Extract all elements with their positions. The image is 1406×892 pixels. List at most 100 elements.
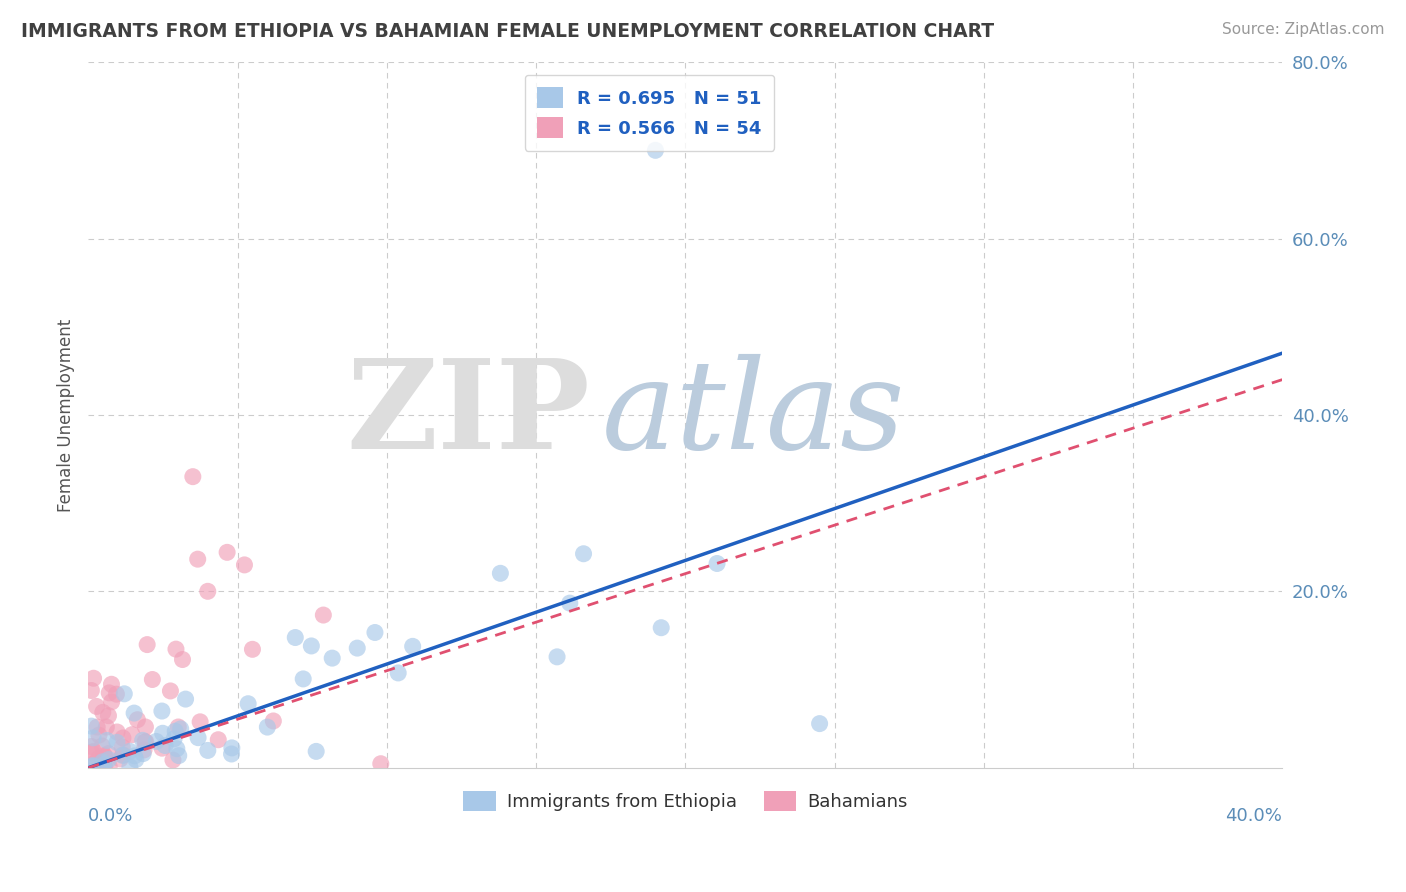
Point: [111, 748, 134, 763]
Text: atlas: atlas: [602, 354, 905, 475]
Point: [370, 756, 392, 771]
Point: [86, 699, 108, 714]
Point: [118, 760, 141, 774]
Point: [105, 687, 128, 701]
Point: [100, 695, 122, 709]
Point: [163, 731, 186, 746]
Point: [187, 552, 209, 566]
Point: [131, 733, 153, 747]
Point: [111, 739, 134, 754]
Point: [82, 759, 104, 773]
Point: [162, 753, 184, 767]
Point: [91, 739, 114, 753]
Point: [305, 744, 328, 758]
Point: [98, 686, 121, 700]
Point: [284, 631, 307, 645]
Point: [650, 621, 672, 635]
Point: [83, 744, 105, 758]
Point: [197, 584, 219, 599]
Point: [558, 596, 581, 610]
Point: [167, 720, 190, 734]
Point: [125, 753, 148, 767]
Point: [87, 752, 110, 766]
Point: [546, 649, 568, 664]
Point: [110, 752, 132, 766]
Point: [136, 638, 159, 652]
Point: [118, 744, 141, 758]
Point: [112, 687, 135, 701]
Point: [166, 741, 188, 756]
Point: [321, 651, 343, 665]
Point: [256, 720, 278, 734]
Point: [91, 755, 114, 769]
Point: [165, 724, 187, 739]
Point: [172, 652, 194, 666]
Point: [80, 746, 103, 760]
Point: [145, 734, 167, 748]
Point: [87, 728, 110, 742]
Point: [197, 743, 219, 757]
Point: [97, 753, 120, 767]
Point: [132, 747, 155, 761]
Point: [402, 640, 425, 654]
Point: [299, 639, 322, 653]
Point: [644, 144, 666, 158]
Point: [124, 748, 146, 763]
Point: [188, 714, 211, 729]
Point: [96, 720, 118, 734]
Point: [97, 708, 120, 723]
Point: [122, 706, 145, 720]
Point: [808, 716, 831, 731]
Point: [93, 757, 115, 772]
Point: [572, 547, 595, 561]
Point: [181, 469, 204, 483]
Point: [127, 713, 149, 727]
Point: [387, 665, 409, 680]
Point: [93, 749, 115, 764]
Point: [233, 558, 256, 572]
Point: [167, 748, 190, 763]
Point: [100, 677, 122, 691]
Point: [135, 735, 157, 749]
Point: [187, 731, 209, 745]
Point: [132, 743, 155, 757]
Point: [83, 671, 105, 685]
Point: [82, 758, 104, 772]
Text: ZIP: ZIP: [346, 354, 589, 475]
Point: [80, 683, 103, 698]
Y-axis label: Female Unemployment: Female Unemployment: [58, 318, 75, 511]
Text: 40.0%: 40.0%: [1226, 806, 1282, 824]
Point: [91, 706, 114, 720]
Point: [170, 722, 193, 736]
Point: [80, 739, 103, 754]
Point: [111, 747, 134, 762]
Point: [105, 735, 128, 749]
Point: [90, 757, 112, 772]
Point: [174, 692, 197, 706]
Point: [706, 557, 728, 571]
Point: [165, 642, 187, 657]
Point: [96, 733, 118, 747]
Point: [152, 726, 174, 740]
Point: [93, 748, 115, 763]
Point: [111, 731, 134, 745]
Point: [242, 642, 264, 657]
Point: [489, 566, 512, 581]
Point: [121, 728, 143, 742]
Point: [105, 725, 128, 739]
Point: [292, 672, 315, 686]
Point: [134, 735, 156, 749]
Point: [97, 747, 120, 761]
Text: Source: ZipAtlas.com: Source: ZipAtlas.com: [1222, 22, 1385, 37]
Point: [217, 545, 239, 559]
Point: [262, 714, 284, 728]
Point: [93, 760, 115, 774]
Text: IMMIGRANTS FROM ETHIOPIA VS BAHAMIAN FEMALE UNEMPLOYMENT CORRELATION CHART: IMMIGRANTS FROM ETHIOPIA VS BAHAMIAN FEM…: [21, 22, 994, 41]
Point: [82, 731, 104, 745]
Point: [364, 625, 387, 640]
Point: [134, 720, 156, 734]
Point: [221, 747, 243, 761]
Point: [236, 697, 259, 711]
Point: [312, 608, 335, 623]
Point: [153, 739, 176, 753]
